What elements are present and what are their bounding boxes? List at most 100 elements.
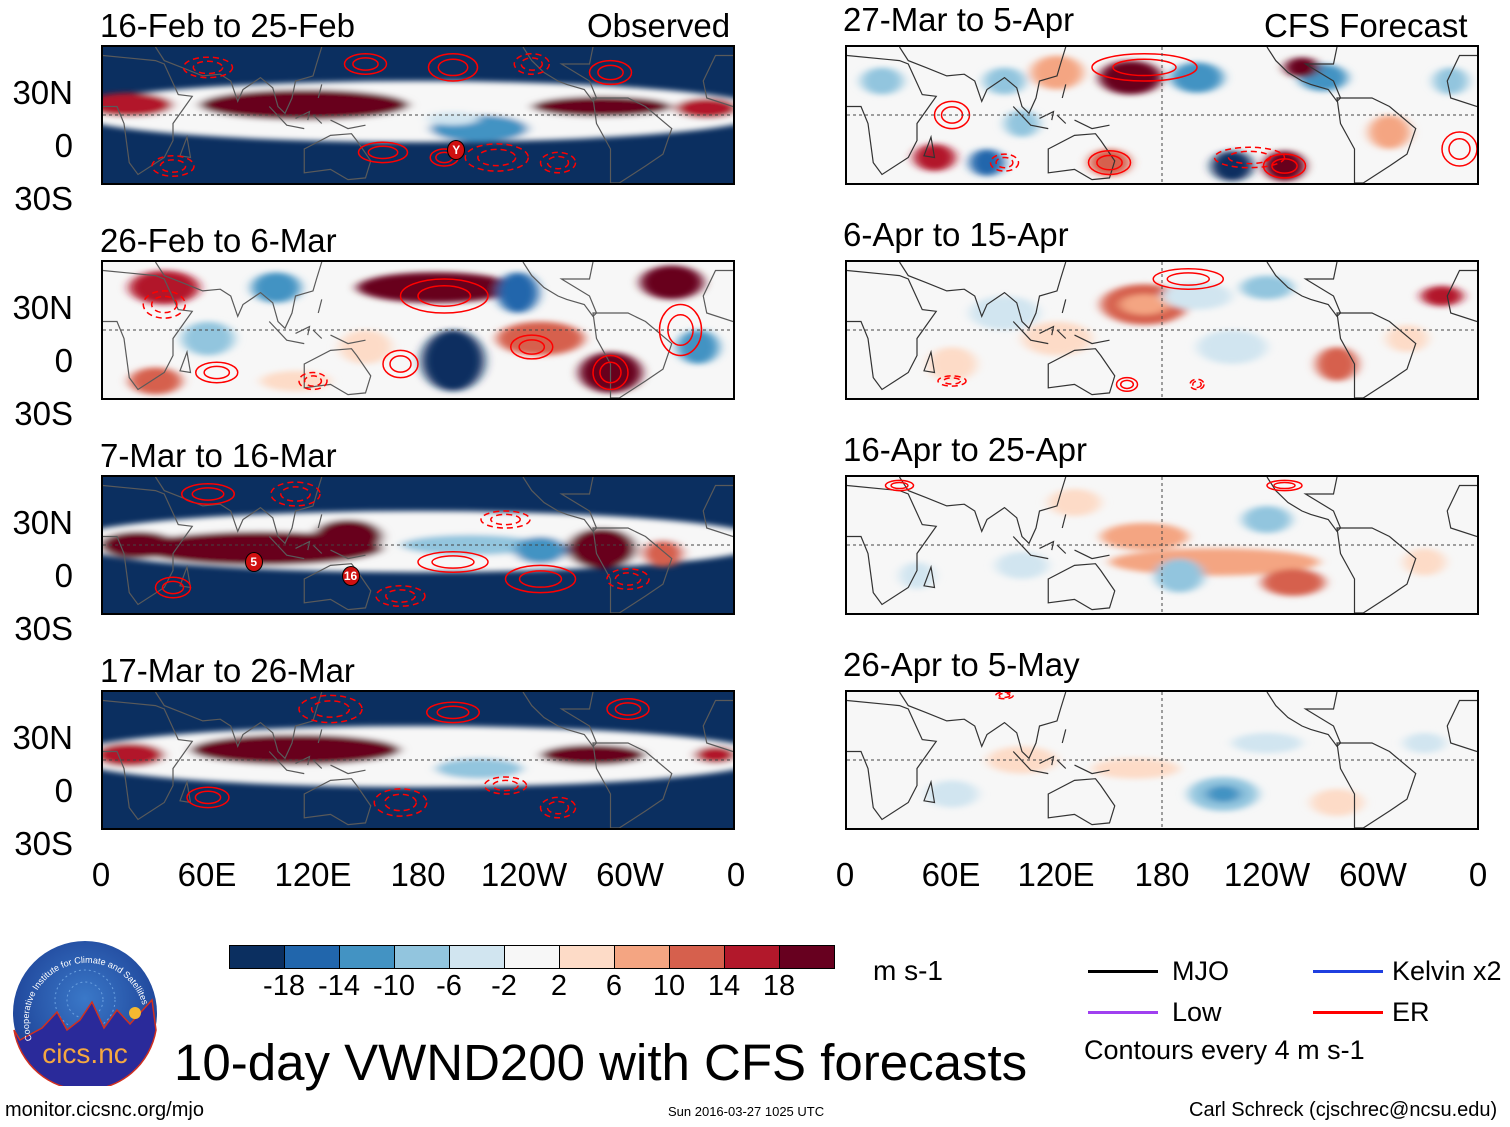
coastline [103,56,192,175]
colorbar-swatch [340,946,395,968]
er-contour-positive [506,565,576,592]
coastline [304,564,371,610]
coastline [703,486,733,537]
legend-mjo-line [1088,970,1158,973]
er-contour-negative [996,692,1014,699]
coastline [1447,271,1477,322]
er-contour-positive [383,350,418,377]
panel-title: 16-Feb to 25-Feb [100,7,355,44]
er-contour-positive [598,65,623,79]
colorbar-swatch [560,946,615,968]
colorbar-label: -14 [318,970,360,1002]
anomaly-region [496,321,585,356]
er-contour-negative [541,152,576,172]
coastline [1013,299,1109,343]
anomaly-region [1433,67,1469,95]
er-contour-negative [152,296,177,312]
er-contour-negative [514,54,549,74]
coastline [1267,47,1341,101]
map-panel-forecast-4 [845,690,1479,830]
anomaly-region [1162,282,1232,310]
colorbar-swatch [230,946,285,968]
anomaly-region [216,739,375,760]
y-tick-label: 30S [14,610,73,647]
coastline [523,692,597,746]
er-contour-positive [192,488,224,500]
coastline [703,271,733,322]
coastline [924,137,935,157]
er-contour-positive [429,54,478,81]
er-contour-positive [427,702,480,722]
y-tick-label: 30N [12,504,73,541]
er-contour-negative [193,61,222,73]
er-contour-positive [1442,132,1477,166]
anomaly-region [1310,788,1364,817]
coastline [1447,56,1477,107]
coastline [1447,486,1477,537]
anomaly-region [1197,330,1267,364]
er-contour-negative [386,590,415,602]
anomaly-region [983,67,1026,95]
panel-title: 7-Mar to 16-Mar [100,437,337,474]
coastline [593,743,672,828]
legend-mjo-label: MJO [1172,956,1229,986]
anomaly-region [1421,285,1463,307]
er-contour-positive [195,791,220,803]
er-contour-negative [493,780,518,790]
anomaly-region [675,98,733,119]
coastline [523,262,597,316]
anomaly-region [1403,732,1446,754]
coastline [900,47,1066,113]
er-contour-positive [156,577,191,597]
er-contour-positive [204,366,229,378]
er-contour-positive [418,552,488,572]
er-contour-positive [163,581,184,593]
er-contour-negative [938,376,966,386]
x-tick-label: 120W [480,856,568,893]
colorbar-label: -2 [491,970,517,1002]
coastline [1267,477,1341,531]
anomaly-region [435,758,523,779]
colorbar-units: m s-1 [873,955,943,986]
x-tick-label: 60W [1339,856,1407,893]
anomaly-region [421,330,485,392]
colorbar-label: 10 [652,970,686,1002]
coastline [180,137,191,157]
coastline [156,262,322,328]
anomaly-region [861,67,903,95]
legend-low-line [1088,1011,1158,1014]
colorbar-swatch [285,946,340,968]
er-contour-negative [374,789,427,816]
anomaly-region [995,551,1049,579]
er-contour-negative [1193,381,1201,387]
footer-url[interactable]: monitor.cicsnc.org/mjo [5,1099,204,1121]
coastline [847,56,936,175]
figure-title: 10-day VWND200 with CFS forecasts [174,1034,1028,1091]
anomaly-region [1263,150,1306,182]
er-contour-positive [600,362,621,382]
er-contour-negative [521,58,542,70]
er-contour-positive [196,362,238,382]
coastline [1337,313,1416,398]
coastline [269,729,365,773]
anomaly-region [251,272,301,303]
cics-logo[interactable]: Cooperative Institute for Climate and Sa… [12,940,158,1091]
anomaly-region [339,330,392,364]
anomaly-region [1155,558,1204,593]
coastline [900,477,1066,543]
coastline [304,779,371,825]
storm-marker: 16 [341,566,360,586]
x-tick-label: 0 [91,856,111,893]
legend-low-label: Low [1172,997,1222,1027]
er-contour-positive [187,787,229,807]
coastline [1337,528,1416,613]
anomaly-region [383,277,488,298]
er-contour-negative [299,695,362,722]
panel-title: 6-Apr to 15-Apr [843,216,1069,253]
map-panel-observed-2 [101,260,735,400]
y-tick-label: 0 [54,342,73,379]
coastline [180,352,191,372]
x-tick-label: 60W [596,856,664,893]
colorbar-swatch [670,946,725,968]
er-contour-positive [615,703,640,715]
